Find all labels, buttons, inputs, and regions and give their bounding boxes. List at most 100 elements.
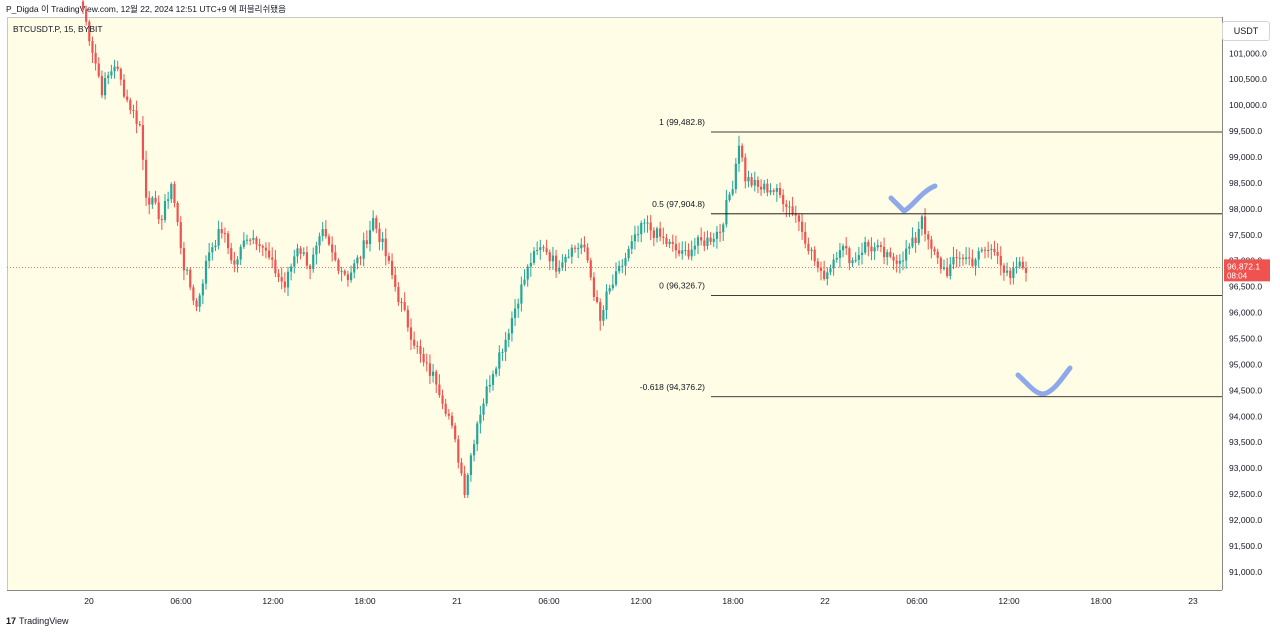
candle — [173, 181, 176, 208]
candle-body — [132, 110, 135, 112]
candle — [1018, 256, 1021, 269]
candle — [968, 247, 971, 266]
candle — [785, 200, 788, 218]
candle — [135, 100, 138, 134]
candle — [857, 246, 860, 266]
candle — [753, 171, 756, 192]
candle-body — [819, 267, 823, 271]
candle — [409, 318, 413, 350]
candle-body — [548, 252, 551, 262]
candle-body — [381, 238, 384, 243]
check-mark-icon — [888, 183, 938, 214]
candle — [908, 242, 911, 255]
candle-body — [949, 264, 952, 277]
candle — [554, 249, 558, 278]
candle — [189, 267, 192, 291]
candle-body — [700, 237, 703, 241]
candle — [368, 220, 372, 252]
candle-body — [788, 206, 791, 208]
candle-body — [684, 249, 687, 251]
x-tick-label: 22 — [820, 596, 830, 606]
time-axis[interactable]: 20 06:00 12:00 18:00 21 06:00 12:00 18:00 22 06:0… — [7, 590, 1222, 611]
candle-body — [375, 218, 378, 229]
candle-body — [1005, 270, 1009, 273]
candle — [813, 246, 816, 266]
price-axis[interactable]: 91,000.0 91,500.0 92,000.0 92,500.0 93,000.0… — [1222, 17, 1280, 590]
candle — [517, 298, 520, 318]
candle — [507, 328, 510, 348]
y-tick-label: 100,500.0 — [1229, 74, 1267, 84]
candle-body — [185, 269, 189, 271]
candle-body — [100, 76, 104, 96]
candle — [955, 249, 958, 268]
price-chart[interactable]: 1 (99,482.8) 0.5 (97,904.8) 0 (96,326.7) -0… — [7, 0, 1222, 590]
candle — [532, 247, 536, 265]
candle-body — [677, 250, 681, 254]
candle — [469, 452, 473, 482]
candle — [756, 176, 760, 194]
candle-body — [173, 184, 176, 204]
candle — [725, 189, 728, 228]
time-axis-labels: 20 06:00 12:00 18:00 21 06:00 12:00 18:00 22 06:0… — [84, 596, 1198, 606]
candle — [936, 248, 939, 264]
candle-body — [195, 300, 198, 307]
candle — [668, 238, 671, 249]
candle-body — [696, 237, 700, 246]
x-tick-label: 06:00 — [906, 596, 928, 606]
footer-brand[interactable]: 17 TradingView — [6, 616, 69, 626]
candle-body — [867, 242, 870, 247]
candle — [167, 191, 170, 209]
candle-body — [968, 257, 971, 259]
candle-body — [876, 245, 879, 248]
candle-body — [327, 236, 331, 245]
candle-body — [176, 203, 179, 223]
candle — [589, 257, 592, 281]
candle — [987, 241, 990, 258]
candle — [750, 173, 753, 188]
candle-body — [425, 362, 428, 364]
candle — [245, 234, 249, 245]
symbol-label[interactable]: BTCUSDT.P, 15, BYBIT — [13, 24, 103, 34]
candle-body — [419, 346, 422, 354]
candle-body — [261, 246, 264, 248]
candle — [782, 189, 785, 213]
candle — [788, 200, 791, 218]
candle-body — [573, 247, 577, 249]
candle — [163, 194, 167, 223]
candle — [331, 236, 334, 262]
candle-body — [655, 228, 659, 238]
candle-body — [305, 252, 309, 266]
y-tick-label: 92,000.0 — [1229, 515, 1262, 525]
currency-button[interactable]: USDT — [1222, 21, 1270, 41]
chart-area[interactable]: 1 (99,482.8) 0.5 (97,904.8) 0 (96,326.7) -0… — [7, 0, 1280, 611]
candle — [949, 256, 952, 280]
candle — [920, 214, 924, 236]
candle-body — [119, 68, 122, 80]
x-tick-label: 06:00 — [538, 596, 560, 606]
candle — [665, 233, 668, 247]
candle — [879, 241, 883, 253]
candle-body — [359, 257, 362, 259]
candle-body — [110, 71, 113, 76]
x-tick-label: 12:00 — [630, 596, 652, 606]
candle — [226, 231, 230, 255]
candle-body — [532, 251, 536, 263]
candle-body — [438, 384, 441, 396]
candle-body — [785, 204, 788, 207]
candle-body — [154, 197, 157, 203]
candle — [431, 364, 435, 383]
candle-body — [939, 257, 942, 269]
candle-body — [529, 262, 532, 267]
candle-body — [1012, 267, 1015, 279]
candle-body — [586, 247, 589, 261]
y-tick-label: 93,500.0 — [1229, 437, 1262, 447]
candle — [1015, 257, 1018, 274]
plot-background[interactable] — [7, 17, 1223, 591]
candle — [718, 223, 722, 242]
candle-body — [993, 248, 996, 252]
candle-body — [485, 386, 488, 404]
candle — [819, 261, 823, 281]
candle — [340, 266, 343, 282]
candle-body — [668, 241, 671, 245]
price-axis-labels: 91,000.0 91,500.0 92,000.0 92,500.0 93,000.0… — [1224, 48, 1270, 577]
